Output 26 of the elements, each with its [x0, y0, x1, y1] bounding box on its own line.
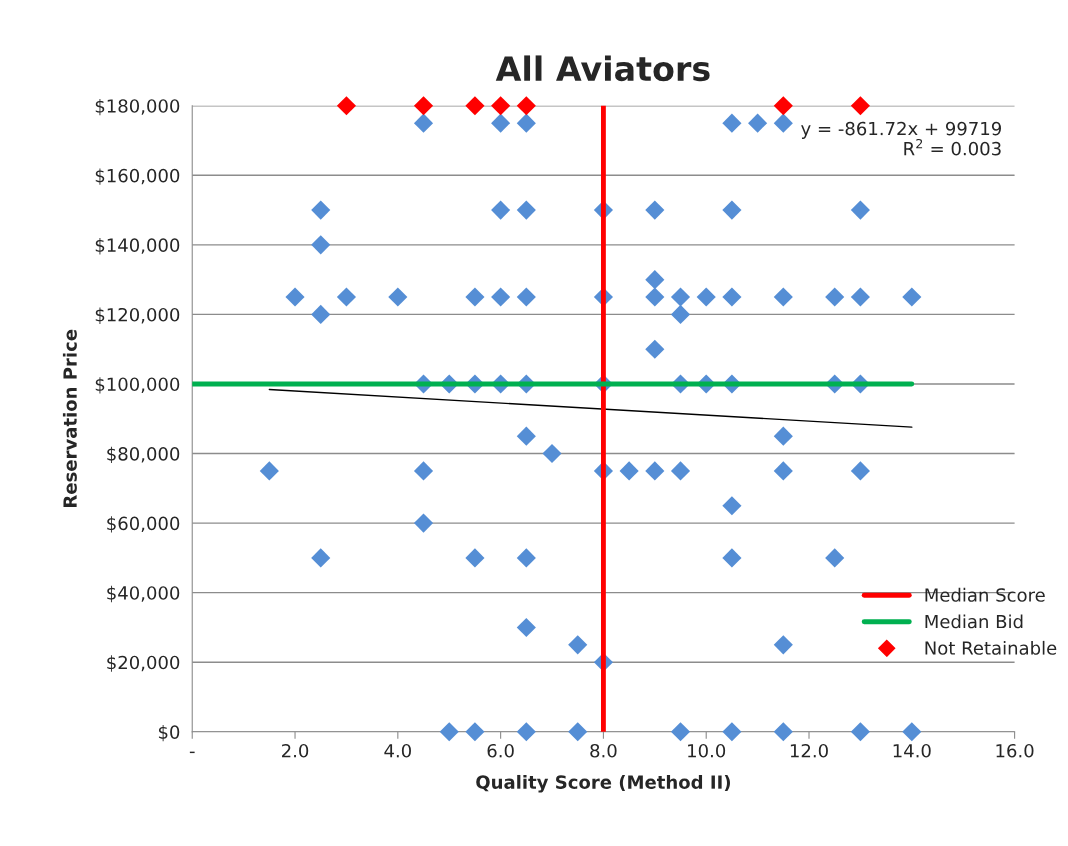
- chart-title: All Aviators: [495, 55, 710, 82]
- y-tick-label: $160,000: [95, 168, 180, 185]
- x-tick-label: -: [189, 751, 195, 754]
- x-tick-label: 16.0: [996, 743, 1034, 758]
- y-tick-label: $120,000: [95, 307, 180, 324]
- y-tick-label: $80,000: [107, 446, 180, 464]
- y-tick-label: $20,000: [107, 655, 180, 672]
- x-tick-label: 4.0: [384, 743, 411, 758]
- x-tick-label: 6.0: [487, 743, 514, 758]
- x-tick-label: 8.0: [590, 743, 617, 758]
- y-tick-label: $40,000: [107, 585, 180, 603]
- x-axis-title: Quality Score (Method II): [476, 774, 730, 793]
- y-tick-label: $0: [158, 724, 180, 742]
- legend-label: Median Score: [925, 587, 1045, 602]
- y-tick-label: $100,000: [95, 377, 180, 394]
- legend-label: Not Retainable: [925, 640, 1057, 655]
- annotation: y = -861.72x + 99719 R$^{2}$ = 0.003: [801, 121, 1001, 156]
- x-tick-label: 10.0: [688, 743, 726, 758]
- legend-label: Median Bid: [925, 614, 1023, 629]
- y-axis-title: Reservation Price: [62, 329, 77, 507]
- x-tick-label: 2.0: [282, 743, 309, 758]
- y-tick-label: $140,000: [95, 238, 180, 255]
- x-tick-label: 14.0: [893, 743, 931, 758]
- y-tick-label: $60,000: [107, 516, 180, 533]
- y-tick-label: $180,000: [95, 98, 180, 116]
- x-tick-label: 12.0: [790, 743, 828, 758]
